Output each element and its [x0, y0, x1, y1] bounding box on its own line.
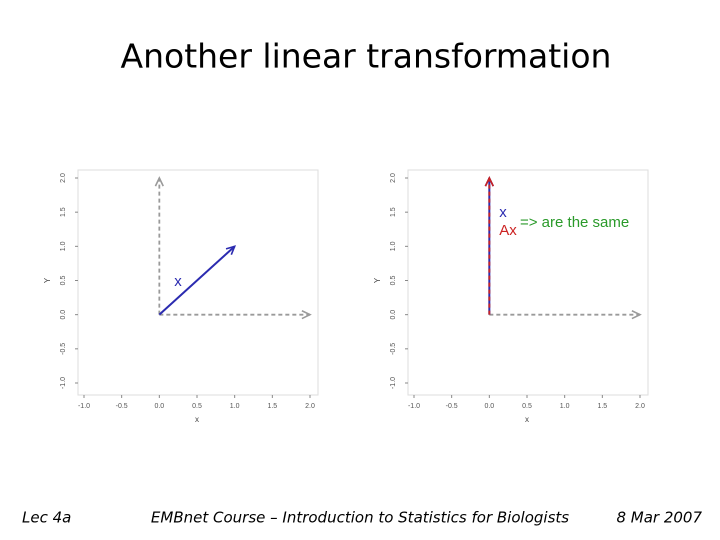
arrowhead [631, 310, 642, 320]
vector-label: Ax [499, 222, 517, 239]
y-axis-label: Y [43, 277, 52, 283]
x-tick-label: 1.0 [230, 403, 240, 410]
x-tick-label: -1.0 [78, 403, 90, 410]
annotation: => are the same [520, 214, 629, 231]
y-axis-label: Y [373, 277, 382, 283]
y-tick-label: 1.0 [390, 241, 397, 251]
x-tick-label: 1.0 [560, 403, 570, 410]
arrowhead [484, 176, 494, 187]
plot-frame [407, 169, 649, 396]
y-tick-label: -1.0 [390, 377, 397, 389]
y-tick-label: 2.0 [60, 173, 67, 183]
x-tick-label: 0.0 [484, 403, 494, 410]
y-tick-label: 1.5 [390, 207, 397, 217]
footer-right: 8 Mar 2007 [616, 509, 702, 527]
slide-title: Another linear transformation [121, 37, 612, 76]
x-tick-label: 0.0 [154, 403, 164, 410]
vector [158, 245, 236, 316]
x-axis-label: x [525, 415, 529, 424]
y-tick-label: 1.5 [60, 207, 67, 217]
y-tick-label: -0.5 [390, 343, 397, 355]
arrowhead [154, 176, 164, 187]
y-tick-label: -1.0 [60, 377, 67, 389]
y-tick-label: 1.0 [60, 241, 67, 251]
x-tick-label: 0.5 [522, 403, 532, 410]
y-tick-label: 0.5 [390, 276, 397, 286]
vector-label: x [174, 273, 182, 290]
y-tick-label: 0.0 [390, 310, 397, 320]
x-tick-label: 2.0 [305, 403, 315, 410]
x-tick-label: 0.5 [192, 403, 202, 410]
x-tick-label: -0.5 [116, 403, 128, 410]
footer-left: Lec 4a [22, 509, 71, 527]
x-tick-label: 1.5 [267, 403, 277, 410]
arrowhead [225, 245, 237, 255]
x-axis-label: x [195, 415, 199, 424]
y-tick-label: 0.0 [60, 310, 67, 320]
vector-label: x [499, 204, 507, 221]
x-tick-label: 1.5 [597, 403, 607, 410]
plot-frame [77, 169, 319, 396]
y-tick-label: -0.5 [60, 343, 67, 355]
x-tick-label: 2.0 [635, 403, 645, 410]
y-tick-label: 0.5 [60, 276, 67, 286]
arrowhead [301, 310, 312, 320]
x-tick-label: -1.0 [408, 403, 420, 410]
x-tick-label: -0.5 [446, 403, 458, 410]
y-tick-label: 2.0 [390, 173, 397, 183]
footer-center: EMBnet Course – Introduction to Statisti… [151, 509, 569, 527]
